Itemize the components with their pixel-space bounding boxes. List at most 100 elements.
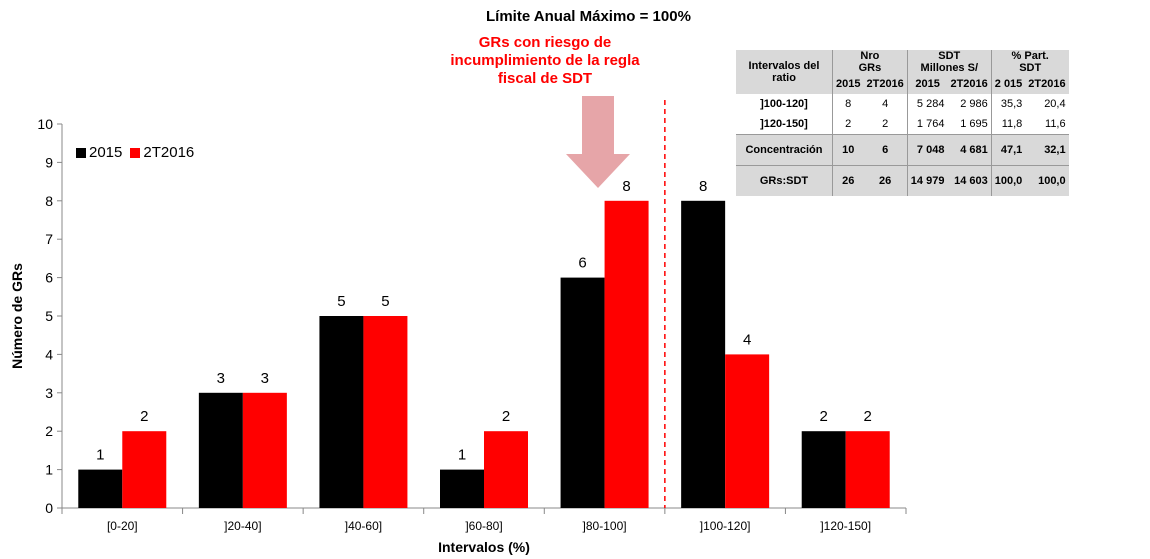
table-total-row: GRs:SDT 26 26 14 979 14 603 100,0 100,0 xyxy=(736,165,1069,196)
data-label: 5 xyxy=(337,293,345,310)
table-cell: 35,3 xyxy=(990,94,1026,114)
table-total-cell: 14 979 xyxy=(906,165,948,196)
y-tick-label: 9 xyxy=(45,154,53,170)
table-subheader-cell: 2 015 xyxy=(990,74,1026,94)
table-cell: 11,8 xyxy=(990,114,1026,135)
data-label: 3 xyxy=(261,370,269,387)
x-tick-label: [0-20] xyxy=(107,519,138,533)
legend-item-2t2016: 2T2016 xyxy=(130,144,194,161)
legend-swatch-2t2016 xyxy=(130,147,141,158)
legend-label-2015: 2015 xyxy=(89,144,123,161)
table-total-cell: 100,0 xyxy=(1025,165,1069,196)
table-row: ]120-150] 2 2 1 764 1 695 11,8 11,6 xyxy=(736,114,1069,135)
y-axis-label: Número de GRs xyxy=(9,263,25,369)
table-header-part-line1: % Part. xyxy=(1011,50,1049,62)
bar-2t2016 xyxy=(845,431,890,508)
x-tick-label: ]20-40] xyxy=(224,519,261,533)
data-label: 8 xyxy=(622,178,630,195)
x-tick-label: ]120-150] xyxy=(820,519,871,533)
y-tick-label: 0 xyxy=(45,500,53,516)
data-label: 2 xyxy=(864,408,872,425)
table-cell: 4 xyxy=(863,94,908,114)
data-label: 8 xyxy=(699,178,707,195)
bar-2t2016 xyxy=(604,200,649,509)
y-tick-label: 7 xyxy=(45,231,53,247)
table-row-label: ]120-150] xyxy=(736,114,833,135)
table-total-row: Concentración 10 6 7 048 4 681 47,1 32,1 xyxy=(736,134,1069,166)
data-label: 6 xyxy=(578,255,586,272)
arrow-shape xyxy=(566,96,630,188)
table-total-cell: 4 681 xyxy=(947,134,992,166)
table-subheader-cell: 2T2016 xyxy=(863,74,908,94)
data-label: 4 xyxy=(743,331,751,348)
legend-label-2t2016: 2T2016 xyxy=(143,144,195,161)
x-tick-label: ]80-100] xyxy=(583,519,627,533)
risk-arrow-icon xyxy=(566,96,630,188)
bar-2t2016 xyxy=(122,431,167,508)
bar-2015 xyxy=(198,392,243,508)
table-subheader-cell: 2015 xyxy=(906,74,948,94)
risk-annotation: GRs con riesgo de incumplimiento de la r… xyxy=(450,34,640,87)
table-total-cell: 26 xyxy=(863,165,908,196)
table-total-cell: 100,0 xyxy=(990,165,1026,196)
annual-limit-title: Límite Anual Máximo = 100% xyxy=(486,8,691,25)
table-subheader-cell: 2T2016 xyxy=(947,74,992,94)
data-label: 1 xyxy=(96,447,104,464)
y-tick-label: 4 xyxy=(45,346,53,362)
summary-table: Intervalos del ratio Nro GRs SDT Millones … xyxy=(736,50,1069,196)
table-header-part: % Part. SDT xyxy=(990,50,1069,74)
table-total-cell: 32,1 xyxy=(1025,134,1069,166)
table-cell: 5 284 xyxy=(906,94,948,114)
table-row: ]100-120] 8 4 5 284 2 986 35,3 20,4 xyxy=(736,94,1069,114)
bar-2015 xyxy=(440,469,484,508)
bar-2t2016 xyxy=(363,316,408,508)
table-cell: 20,4 xyxy=(1025,94,1069,114)
y-tick-label: 8 xyxy=(45,193,53,209)
table-header-nro-line2: GRs xyxy=(858,62,882,74)
data-label: 1 xyxy=(458,447,466,464)
table-header-nro-line1: Nro xyxy=(860,50,880,62)
table-header-sdt: SDT Millones S/ xyxy=(906,50,992,74)
bar-2015 xyxy=(560,277,605,508)
bar-2015 xyxy=(681,200,726,509)
table-total-cell: 10 xyxy=(832,134,864,166)
y-tick-label: 3 xyxy=(45,385,53,401)
x-tick-label: ]60-80] xyxy=(465,519,502,533)
table-header-ratio: Intervalos del ratio xyxy=(736,50,833,94)
chart-bars xyxy=(78,200,890,509)
table-total-cell: 7 048 xyxy=(906,134,948,166)
table-total-cell: 26 xyxy=(832,165,864,196)
table-header-row: Intervalos del ratio Nro GRs SDT Millones … xyxy=(736,50,1069,94)
bar-2015 xyxy=(801,431,846,508)
table-cell: 8 xyxy=(832,94,864,114)
table-row-label: ]100-120] xyxy=(736,94,833,114)
bar-2015 xyxy=(319,316,364,508)
table-header-part-line2: SDT xyxy=(1019,62,1042,74)
bar-2015 xyxy=(78,469,123,508)
table-subheader-cell: 2T2016 xyxy=(1025,74,1069,94)
table-cell: 2 986 xyxy=(947,94,992,114)
data-label: 3 xyxy=(217,370,225,387)
table-subheader-row: 2015 2T2016 2015 2T2016 2 015 2T2016 xyxy=(736,74,1069,94)
x-axis-label: Intervalos (%) xyxy=(438,539,530,555)
x-tick-label: ]40-60] xyxy=(345,519,382,533)
data-label: 5 xyxy=(381,293,389,310)
table-cell: 11,6 xyxy=(1025,114,1069,135)
x-tick-label: ]100-120] xyxy=(700,519,751,533)
legend-item-2015: 2015 xyxy=(76,144,122,161)
table-total-label: GRs:SDT xyxy=(736,165,833,196)
y-tick-label: 10 xyxy=(37,116,53,132)
table-total-cell: 14 603 xyxy=(947,165,992,196)
y-tick-label: 5 xyxy=(45,308,53,324)
y-tick-label: 1 xyxy=(45,462,53,478)
chart-data-labels: 1 2 3 3 5 5 1 2 6 8 8 4 2 2 xyxy=(96,178,872,464)
legend-swatch-2015 xyxy=(76,147,86,158)
bar-2t2016 xyxy=(484,431,528,508)
data-label: 2 xyxy=(820,408,828,425)
table-header-sdt-line1: SDT xyxy=(938,50,961,62)
table-total-label: Concentración xyxy=(736,134,833,166)
table-total-cell: 6 xyxy=(863,134,908,166)
data-label: 2 xyxy=(502,408,510,425)
bar-2t2016 xyxy=(242,392,287,508)
